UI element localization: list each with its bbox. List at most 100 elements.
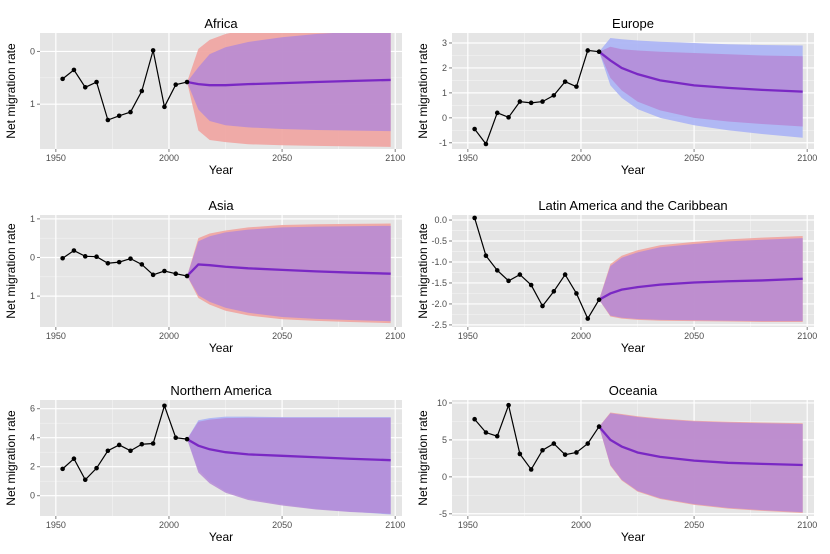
- panel-5: Oceania 1950 2000 2050 2100 10 5 0 -5 Year Net mig…: [416, 383, 817, 544]
- observed-point: [483, 141, 489, 147]
- observed-point: [528, 100, 534, 106]
- inner-prediction-band: [187, 417, 391, 514]
- y-tick-label: 3: [442, 38, 447, 48]
- panel-title: Oceania: [609, 383, 658, 398]
- median-projection-line: [598, 425, 803, 467]
- observed-point: [506, 278, 511, 284]
- panel-3: Latin America and the Caribbean 1950 2000 2…: [416, 198, 817, 355]
- observed-point: [173, 435, 179, 441]
- observed-point: [483, 430, 489, 435]
- observed-point: [173, 271, 179, 277]
- x-tick-label: 2100: [797, 153, 817, 163]
- observed-point: [94, 465, 99, 471]
- observed-point: [105, 117, 111, 123]
- x-tick-label: 1950: [458, 331, 478, 341]
- observed-point: [94, 254, 99, 260]
- panel-title: Northern America: [170, 383, 272, 398]
- observed-point: [494, 268, 500, 273]
- x-tick-label: 1950: [46, 520, 66, 530]
- observed-point: [596, 297, 602, 303]
- inner-prediction-band: [599, 413, 803, 513]
- panel-title: Europe: [612, 16, 654, 31]
- observed-point: [184, 436, 190, 442]
- observed-point: [528, 282, 534, 288]
- x-tick-label: 1950: [458, 520, 478, 530]
- inner-prediction-band: [599, 238, 803, 322]
- observed-point: [494, 433, 500, 439]
- observed-point: [173, 82, 179, 87]
- y-tick-label: 0: [30, 46, 35, 56]
- plot-area: [60, 33, 391, 147]
- x-tick-label: 2100: [385, 331, 405, 341]
- y-tick-label: 0.0: [434, 215, 447, 225]
- x-tick-label: 2000: [159, 331, 179, 341]
- observed-point: [150, 48, 156, 53]
- observed-point: [71, 456, 77, 462]
- x-axis-label: Year: [621, 341, 645, 355]
- y-tick-label: 1: [442, 88, 447, 98]
- observed-point: [562, 79, 568, 84]
- observed-point: [139, 88, 145, 94]
- y-axis-label: Net migration rate: [4, 410, 18, 506]
- x-tick-label: 2100: [797, 520, 817, 530]
- observed-point: [128, 448, 133, 454]
- observed-point: [472, 215, 477, 221]
- observed-point: [540, 447, 545, 453]
- x-tick-label: 2000: [159, 520, 179, 530]
- median-projection-line: [186, 263, 391, 277]
- panel-title: Asia: [208, 198, 234, 213]
- y-tick-label: -1.0: [431, 257, 447, 267]
- observed-point: [540, 99, 545, 104]
- x-tick-label: 2100: [385, 520, 405, 530]
- median-projection-line: [598, 50, 803, 93]
- observed-point: [506, 115, 511, 120]
- observed-point: [472, 416, 477, 422]
- y-tick-label: -2.5: [431, 320, 447, 330]
- x-tick-label: 2050: [272, 331, 292, 341]
- observed-point: [139, 262, 145, 267]
- panel-title: Latin America and the Caribbean: [538, 198, 727, 213]
- observed-point: [517, 99, 523, 104]
- y-tick-label: -5: [439, 509, 447, 519]
- y-axis-label: Net migration rate: [416, 223, 430, 319]
- observed-point: [574, 450, 579, 455]
- y-tick-label: 0: [30, 491, 35, 501]
- x-tick-label: 2000: [159, 153, 179, 163]
- y-tick-label: 0: [30, 252, 35, 262]
- observed-point: [71, 67, 77, 73]
- observed-point: [82, 477, 88, 483]
- observed-line: [474, 217, 600, 320]
- observed-point: [574, 84, 579, 89]
- plot-area: [60, 403, 391, 515]
- x-axis-label: Year: [621, 530, 645, 544]
- y-tick-label: 4: [30, 433, 35, 443]
- observed-point: [71, 248, 77, 253]
- observed-point: [506, 402, 511, 408]
- observed-point: [551, 93, 557, 98]
- plot-area: [472, 37, 803, 147]
- x-tick-label: 2000: [571, 520, 591, 530]
- y-tick-label: -1.5: [431, 278, 447, 288]
- x-axis-label: Year: [209, 341, 233, 355]
- y-tick-label: 0: [442, 113, 447, 123]
- x-tick-label: 1950: [458, 153, 478, 163]
- x-tick-label: 2100: [385, 153, 405, 163]
- observed-point: [139, 441, 145, 447]
- panel-4: Northern America 1950 2000 2050 2100 0 2 4 6 Year…: [4, 383, 405, 544]
- observed-point: [116, 113, 122, 119]
- x-tick-label: 2050: [272, 520, 292, 530]
- observed-point: [128, 109, 133, 115]
- observed-point: [562, 272, 568, 277]
- x-axis-label: Year: [209, 163, 233, 177]
- observed-point: [162, 403, 167, 409]
- x-tick-label: 2000: [571, 331, 591, 341]
- observed-point: [494, 110, 500, 116]
- observed-point: [517, 272, 523, 277]
- observed-point: [105, 260, 111, 266]
- observed-point: [585, 441, 591, 446]
- y-tick-label: -2.0: [431, 299, 447, 309]
- median-projection-line: [186, 78, 391, 87]
- observed-line: [62, 403, 188, 481]
